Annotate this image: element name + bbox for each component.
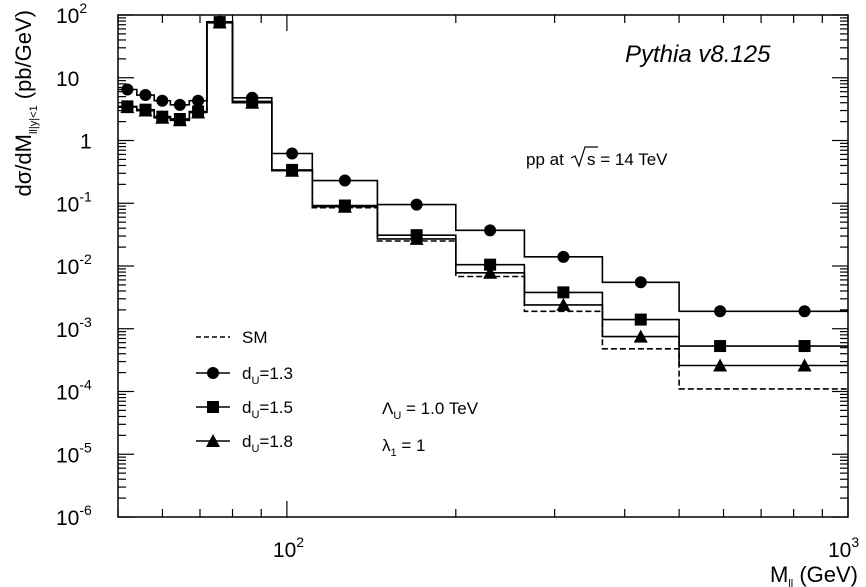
y-tick-label: 10-5: [56, 439, 92, 467]
data-point-triangle: [337, 199, 352, 213]
data-point-circle: [139, 89, 152, 102]
svg-text:dU=1.3: dU=1.3: [242, 364, 293, 387]
data-point-square: [798, 340, 811, 353]
data-point-triangle: [191, 105, 206, 119]
y-tick-label: 10: [56, 68, 79, 91]
y-tick-label: 10-1: [56, 188, 92, 216]
x-tick-label: 103: [828, 534, 859, 562]
data-point-triangle: [138, 103, 153, 117]
data-point-triangle: [212, 15, 227, 29]
process-label: pp at: [526, 150, 564, 169]
data-point-triangle: [245, 95, 260, 109]
legend-entry-du13: dU=1.3: [196, 364, 293, 387]
svg-text:dU=1.5: dU=1.5: [242, 398, 293, 421]
y-tick-label: 102: [56, 0, 87, 28]
data-point-circle: [410, 198, 423, 211]
y-tick-label: 10-6: [56, 502, 92, 530]
data-point-triangle: [483, 265, 498, 279]
data-point-circle: [156, 94, 169, 107]
data-point-circle: [286, 147, 299, 160]
data-point-triangle: [633, 329, 648, 343]
legend-entry-du15: dU=1.5: [196, 398, 293, 421]
y-tick-label: 1: [80, 131, 92, 154]
data-point-circle: [714, 305, 727, 318]
y-tick-label: 10-2: [56, 251, 92, 279]
data-point-triangle: [409, 231, 424, 245]
data-point-triangle: [556, 297, 571, 311]
generator-label: Pythia v8.125: [625, 41, 771, 68]
legend-triangle-marker: [206, 434, 220, 447]
data-point-triangle: [713, 358, 728, 372]
data-point-circle: [557, 250, 570, 263]
series-lines: [118, 21, 848, 390]
data-point-square: [634, 313, 647, 326]
legend: SM dU=1.3 dU=1.5 dU=1.8: [196, 328, 293, 455]
legend-entry-du18: dU=1.8: [196, 432, 293, 455]
data-point-circle: [484, 224, 497, 237]
data-point-circle: [192, 94, 205, 107]
y-tick-label: 10-3: [56, 314, 92, 342]
data-point-square: [714, 340, 727, 353]
legend-entry-sm: SM: [196, 328, 268, 347]
data-point-triangle: [285, 163, 300, 177]
x-axis-title: Mll (GeV): [770, 562, 858, 587]
series-line-2: [118, 21, 848, 347]
data-point-square: [557, 286, 570, 299]
series-line-0: [118, 22, 848, 390]
data-point-triangle: [797, 358, 812, 372]
sqrt-symbol: [570, 146, 598, 168]
legend-square-marker: [207, 401, 219, 413]
data-point-triangle: [155, 110, 170, 124]
data-point-triangle: [120, 100, 135, 114]
series-markers: [120, 15, 812, 372]
lambda-label: ΛU = 1.0 TeV: [382, 399, 479, 422]
data-point-square: [484, 258, 497, 271]
y-tick-label: 10-4: [56, 377, 92, 405]
legend-circle-marker: [207, 367, 219, 379]
data-point-circle: [121, 83, 134, 96]
x-tick-label: 102: [273, 534, 304, 562]
data-point-circle: [634, 276, 647, 289]
axis-ticks: [117, 14, 849, 518]
svg-text:SM: SM: [242, 328, 268, 347]
data-point-circle: [798, 305, 811, 318]
data-point-triangle: [172, 113, 187, 127]
svg-text:dU=1.8: dU=1.8: [242, 432, 293, 455]
data-point-circle: [338, 174, 351, 187]
y-axis-title: dσ/dMll|y|<1 (pb/GeV): [11, 10, 40, 197]
data-point-circle: [173, 98, 186, 111]
coupling-label: λ1 = 1: [382, 436, 425, 459]
tick-labels: 102 10 1 10-1 10-2 10-3 10-4 10-5 10-6 102 103: [56, 0, 859, 562]
process-energy: s = 14 TeV: [587, 150, 668, 169]
series-line-3: [118, 21, 848, 367]
